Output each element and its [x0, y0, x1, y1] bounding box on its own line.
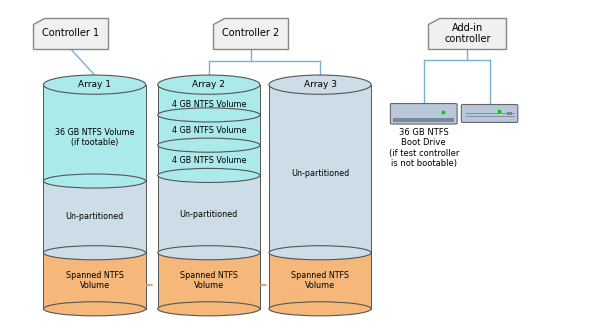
Bar	[43, 181, 146, 253]
Text: 4 GB NTFS Volume: 4 GB NTFS Volume	[172, 156, 246, 165]
Text: Un-partitioned: Un-partitioned	[291, 169, 349, 178]
Text: Array 3: Array 3	[304, 80, 336, 89]
Ellipse shape	[158, 246, 260, 260]
Bar	[158, 145, 260, 175]
Text: Add-in
controller: Add-in controller	[444, 23, 490, 44]
Text: Controller 2: Controller 2	[222, 28, 280, 38]
Ellipse shape	[158, 302, 260, 316]
Ellipse shape	[43, 75, 146, 94]
Bar	[158, 85, 260, 115]
Bar	[158, 115, 260, 145]
Bar	[269, 85, 371, 253]
Polygon shape	[213, 18, 289, 49]
Text: 4 GB NTFS Volume: 4 GB NTFS Volume	[172, 100, 246, 109]
FancyBboxPatch shape	[390, 104, 457, 124]
Text: Array 2: Array 2	[192, 80, 225, 89]
Text: Un-partitioned: Un-partitioned	[179, 210, 238, 219]
Ellipse shape	[269, 302, 371, 316]
Text: Spanned NTFS
Volume: Spanned NTFS Volume	[180, 271, 238, 290]
Text: Spanned NTFS
Volume: Spanned NTFS Volume	[66, 271, 124, 290]
Text: 4 GB NTFS Volume: 4 GB NTFS Volume	[172, 126, 246, 135]
Bar	[43, 253, 146, 309]
Text: Array 1: Array 1	[78, 80, 111, 89]
Ellipse shape	[158, 75, 260, 94]
Bar	[393, 118, 454, 122]
Ellipse shape	[43, 174, 146, 188]
Text: Controller 1: Controller 1	[42, 28, 99, 38]
Ellipse shape	[43, 302, 146, 316]
Text: Un-partitioned: Un-partitioned	[65, 213, 124, 221]
FancyBboxPatch shape	[461, 105, 518, 122]
Ellipse shape	[158, 108, 260, 122]
Polygon shape	[33, 18, 108, 49]
Ellipse shape	[158, 138, 260, 152]
Bar	[43, 85, 146, 181]
Text: Spanned NTFS
Volume: Spanned NTFS Volume	[291, 271, 349, 290]
Bar	[158, 175, 260, 253]
Bar	[269, 253, 371, 309]
Ellipse shape	[269, 246, 371, 260]
Text: 36 GB NTFS Volume
(if tootable): 36 GB NTFS Volume (if tootable)	[55, 128, 134, 147]
Ellipse shape	[43, 246, 146, 260]
Bar	[507, 111, 512, 115]
Ellipse shape	[269, 75, 371, 94]
Polygon shape	[428, 18, 506, 49]
Ellipse shape	[158, 168, 260, 182]
Text: 36 GB NTFS
Boot Drive
(if test controller
is not bootable): 36 GB NTFS Boot Drive (if test controlle…	[388, 128, 459, 168]
Bar	[158, 253, 260, 309]
